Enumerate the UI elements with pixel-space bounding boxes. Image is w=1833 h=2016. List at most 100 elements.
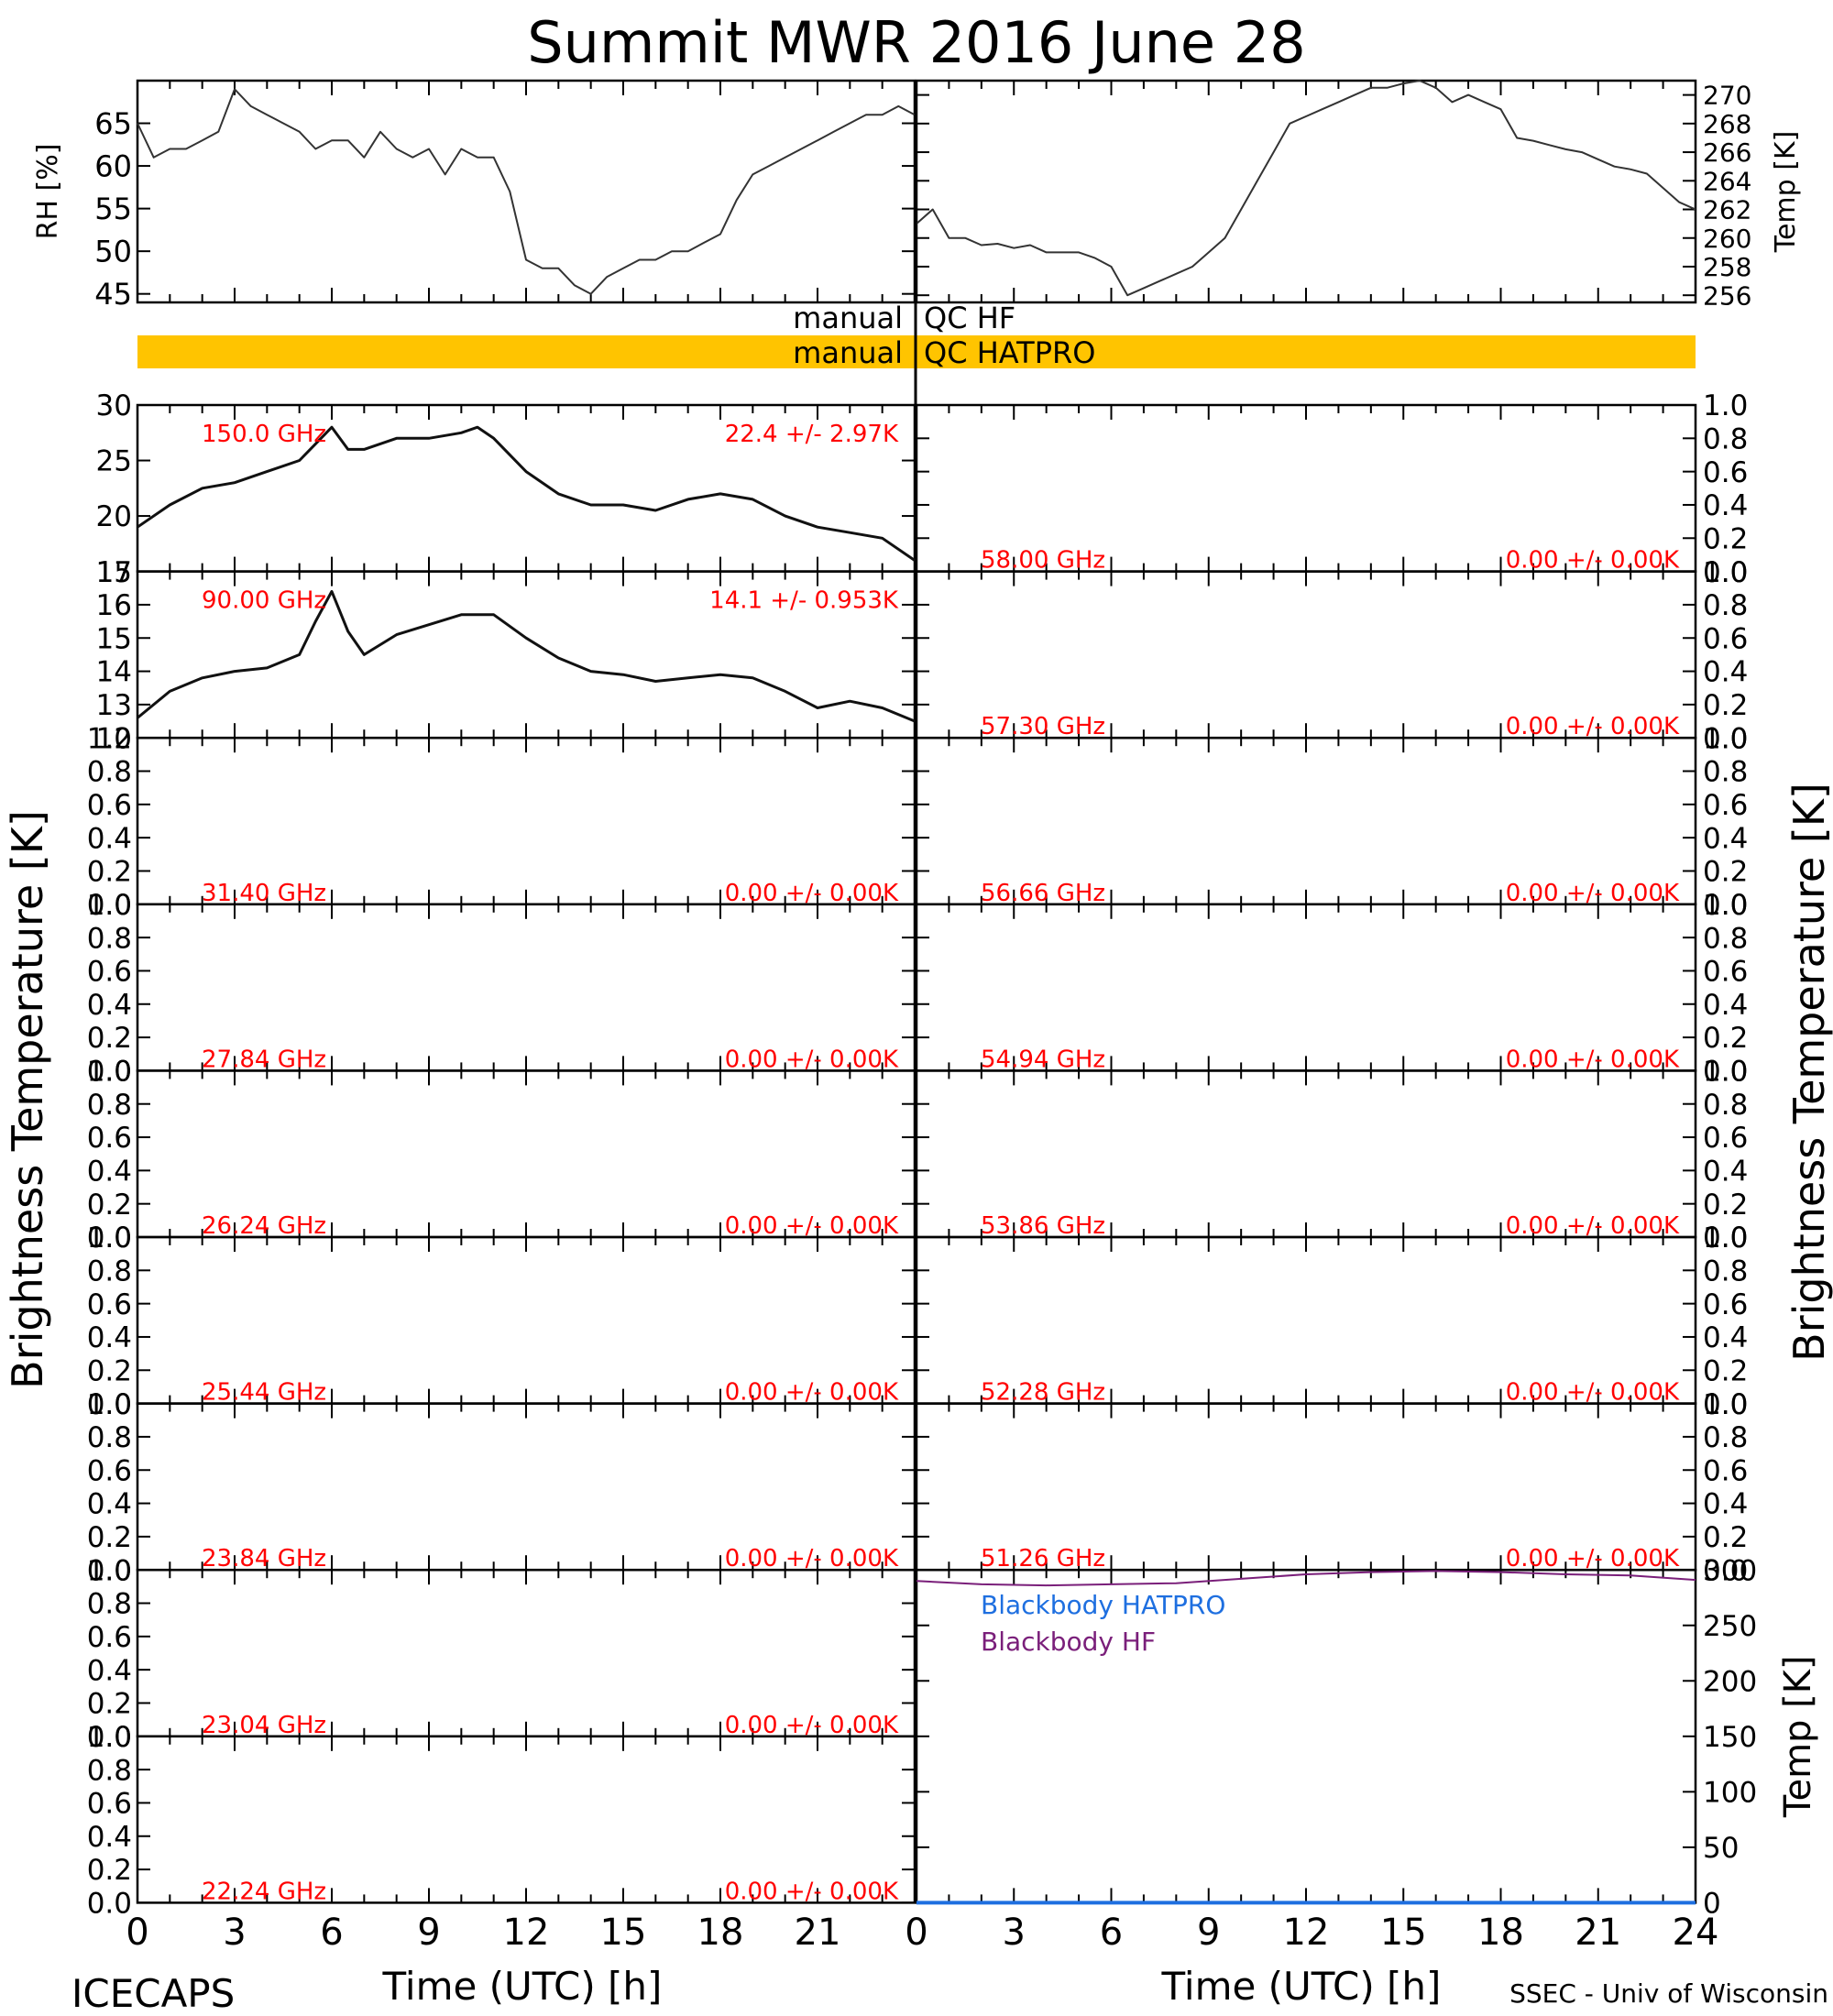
y-tick-label: 0.6 bbox=[1703, 456, 1748, 489]
footer-left: ICECAPS bbox=[71, 1971, 235, 2016]
y-tick-label: 262 bbox=[1703, 195, 1751, 225]
x-tick-label: 6 bbox=[320, 1912, 343, 1954]
time-ticks bbox=[137, 1570, 916, 1737]
rh-axis-label: RH [%] bbox=[32, 144, 64, 240]
y-tick-label: 270 bbox=[1703, 81, 1751, 111]
y-tick-label: 0.6 bbox=[87, 1454, 132, 1487]
y-tick-label: 0.2 bbox=[87, 856, 132, 889]
y-tick-label: 0.6 bbox=[87, 789, 132, 822]
time-ticks bbox=[137, 1237, 916, 1404]
y-tick-label: 1.0 bbox=[87, 1721, 132, 1754]
y-tick-label: 0.4 bbox=[87, 1654, 132, 1687]
channel-stats: 14.1 +/- 0.953K bbox=[709, 587, 899, 615]
y-tick-label: 25 bbox=[96, 445, 132, 478]
channel-stats: 0.00 +/- 0.00K bbox=[1506, 880, 1680, 907]
y-tick-label: 0.4 bbox=[1703, 1321, 1748, 1354]
x-tick-label: 0 bbox=[905, 1912, 927, 1954]
time-ticks bbox=[916, 1403, 1696, 1571]
y-ticks: 0.00.20.40.60.81.0 bbox=[87, 1721, 915, 1921]
channel-label: 53.86 GHz bbox=[981, 1212, 1105, 1240]
y-tick-label: 0.2 bbox=[1703, 689, 1748, 722]
x-tick-label: 21 bbox=[795, 1912, 841, 1954]
y-tick-label: 0.0 bbox=[1703, 556, 1748, 589]
y-tick-label: 15 bbox=[96, 622, 132, 655]
y-ticks: 0.00.20.40.60.81.0 bbox=[916, 556, 1748, 755]
x-tick-label: 15 bbox=[1380, 1912, 1427, 1954]
channel-stats: 0.00 +/- 0.00K bbox=[725, 1046, 899, 1073]
channel-label: 22.24 GHz bbox=[202, 1878, 326, 1905]
time-ticks bbox=[137, 571, 916, 739]
channel-label: 56.66 GHz bbox=[981, 880, 1105, 907]
y-tick-label: 0.2 bbox=[1703, 1189, 1748, 1222]
y-tick-label: 0.4 bbox=[1703, 489, 1748, 522]
y-tick-label: 0.2 bbox=[87, 1854, 132, 1887]
time-ticks bbox=[916, 1570, 1696, 1903]
y-tick-label: 15 bbox=[96, 556, 132, 589]
tb-series bbox=[137, 425, 916, 562]
y-tick-label: 0.2 bbox=[87, 1521, 132, 1554]
temp-axis-label: Temp [K] bbox=[1770, 131, 1802, 254]
y-tick-label: 0.2 bbox=[1703, 1521, 1748, 1554]
y-tick-label: 0.6 bbox=[87, 1621, 132, 1654]
y-tick-label: 1.0 bbox=[87, 1388, 132, 1421]
channel-label: 25.44 GHz bbox=[202, 1379, 326, 1407]
y-ticks: 0.00.20.40.60.81.0 bbox=[87, 1222, 915, 1421]
channel-stats: 0.00 +/- 0.00K bbox=[725, 1878, 899, 1905]
y-tick-label: 0.0 bbox=[87, 1888, 132, 1921]
y-tick-label: 0.0 bbox=[87, 1222, 132, 1255]
y-tick-label: 0.0 bbox=[1703, 1056, 1748, 1089]
y-tick-label: 0.8 bbox=[87, 1588, 132, 1621]
y-tick-label: 0.6 bbox=[1703, 1122, 1748, 1155]
y-tick-label: 0.0 bbox=[87, 1388, 132, 1421]
y-tick-label: 0.8 bbox=[87, 1421, 132, 1454]
y-tick-label: 13 bbox=[96, 689, 132, 722]
x-tick-label: 0 bbox=[126, 1912, 148, 1954]
y-tick-label: 1.0 bbox=[1703, 722, 1748, 755]
y-tick-label: 0.2 bbox=[87, 1354, 132, 1387]
y-tick-label: 0.4 bbox=[1703, 1488, 1748, 1521]
right-brightness-label: Brightness Temperature [K] bbox=[1784, 783, 1833, 1362]
x-tick-label: 6 bbox=[1100, 1912, 1123, 1954]
y-tick-label: 0.2 bbox=[1703, 1022, 1748, 1055]
channel-label: 57.30 GHz bbox=[981, 713, 1105, 740]
x-tick-label: 3 bbox=[1003, 1912, 1026, 1954]
channel-label: 23.84 GHz bbox=[202, 1545, 326, 1572]
rh-series bbox=[137, 88, 916, 295]
channel-stats: 0.00 +/- 0.00K bbox=[725, 1212, 899, 1240]
y-tick-label: 0.6 bbox=[1703, 956, 1748, 989]
y-tick-label: 0.2 bbox=[87, 1022, 132, 1055]
y-tick-label: 100 bbox=[1703, 1776, 1757, 1809]
time-ticks bbox=[916, 81, 1696, 302]
y-tick-label: 16 bbox=[96, 589, 132, 622]
channel-label: 26.24 GHz bbox=[202, 1212, 326, 1240]
y-ticks: 0.00.20.40.60.81.0 bbox=[916, 389, 1748, 589]
y-ticks: 15 20 25 30 bbox=[96, 389, 915, 589]
figure-title: Summit MWR 2016 June 28 bbox=[527, 9, 1305, 76]
channel-stats: 0.00 +/- 0.00K bbox=[1506, 1046, 1680, 1073]
y-ticks: 0 50 100 150 200 250 300 bbox=[916, 1554, 1757, 1921]
x-tick-label: 24 bbox=[1673, 1912, 1719, 1954]
blackbody-series bbox=[916, 1570, 1696, 1587]
y-tick-label: 266 bbox=[1703, 137, 1751, 168]
y-tick-label: 0.4 bbox=[87, 822, 132, 855]
y-tick-label: 1.0 bbox=[1703, 556, 1748, 589]
time-ticks bbox=[916, 904, 1696, 1071]
x-tick-label: 12 bbox=[1283, 1912, 1330, 1954]
y-tick-label: 256 bbox=[1703, 280, 1751, 311]
y-tick-label: 0.0 bbox=[1703, 1222, 1748, 1255]
y-tick-label: 20 bbox=[96, 500, 132, 533]
y-tick-label: 55 bbox=[94, 192, 132, 226]
y-tick-label: 0.8 bbox=[1703, 589, 1748, 622]
y-tick-label: 1.0 bbox=[87, 1056, 132, 1089]
y-tick-label: 45 bbox=[94, 277, 132, 312]
y-tick-label: 1.0 bbox=[1703, 1388, 1748, 1421]
y-tick-label: 0.8 bbox=[1703, 1255, 1748, 1287]
y-tick-label: 0.8 bbox=[87, 922, 132, 955]
y-tick-label: 1.0 bbox=[1703, 1222, 1748, 1255]
y-ticks: 0.00.20.40.60.81.0 bbox=[916, 889, 1748, 1089]
qc-hf-label: QC HF bbox=[924, 301, 1015, 335]
channel-label: 23.04 GHz bbox=[202, 1712, 326, 1739]
y-tick-label: 260 bbox=[1703, 224, 1751, 254]
channel-stats: 0.00 +/- 0.00K bbox=[1506, 547, 1680, 575]
